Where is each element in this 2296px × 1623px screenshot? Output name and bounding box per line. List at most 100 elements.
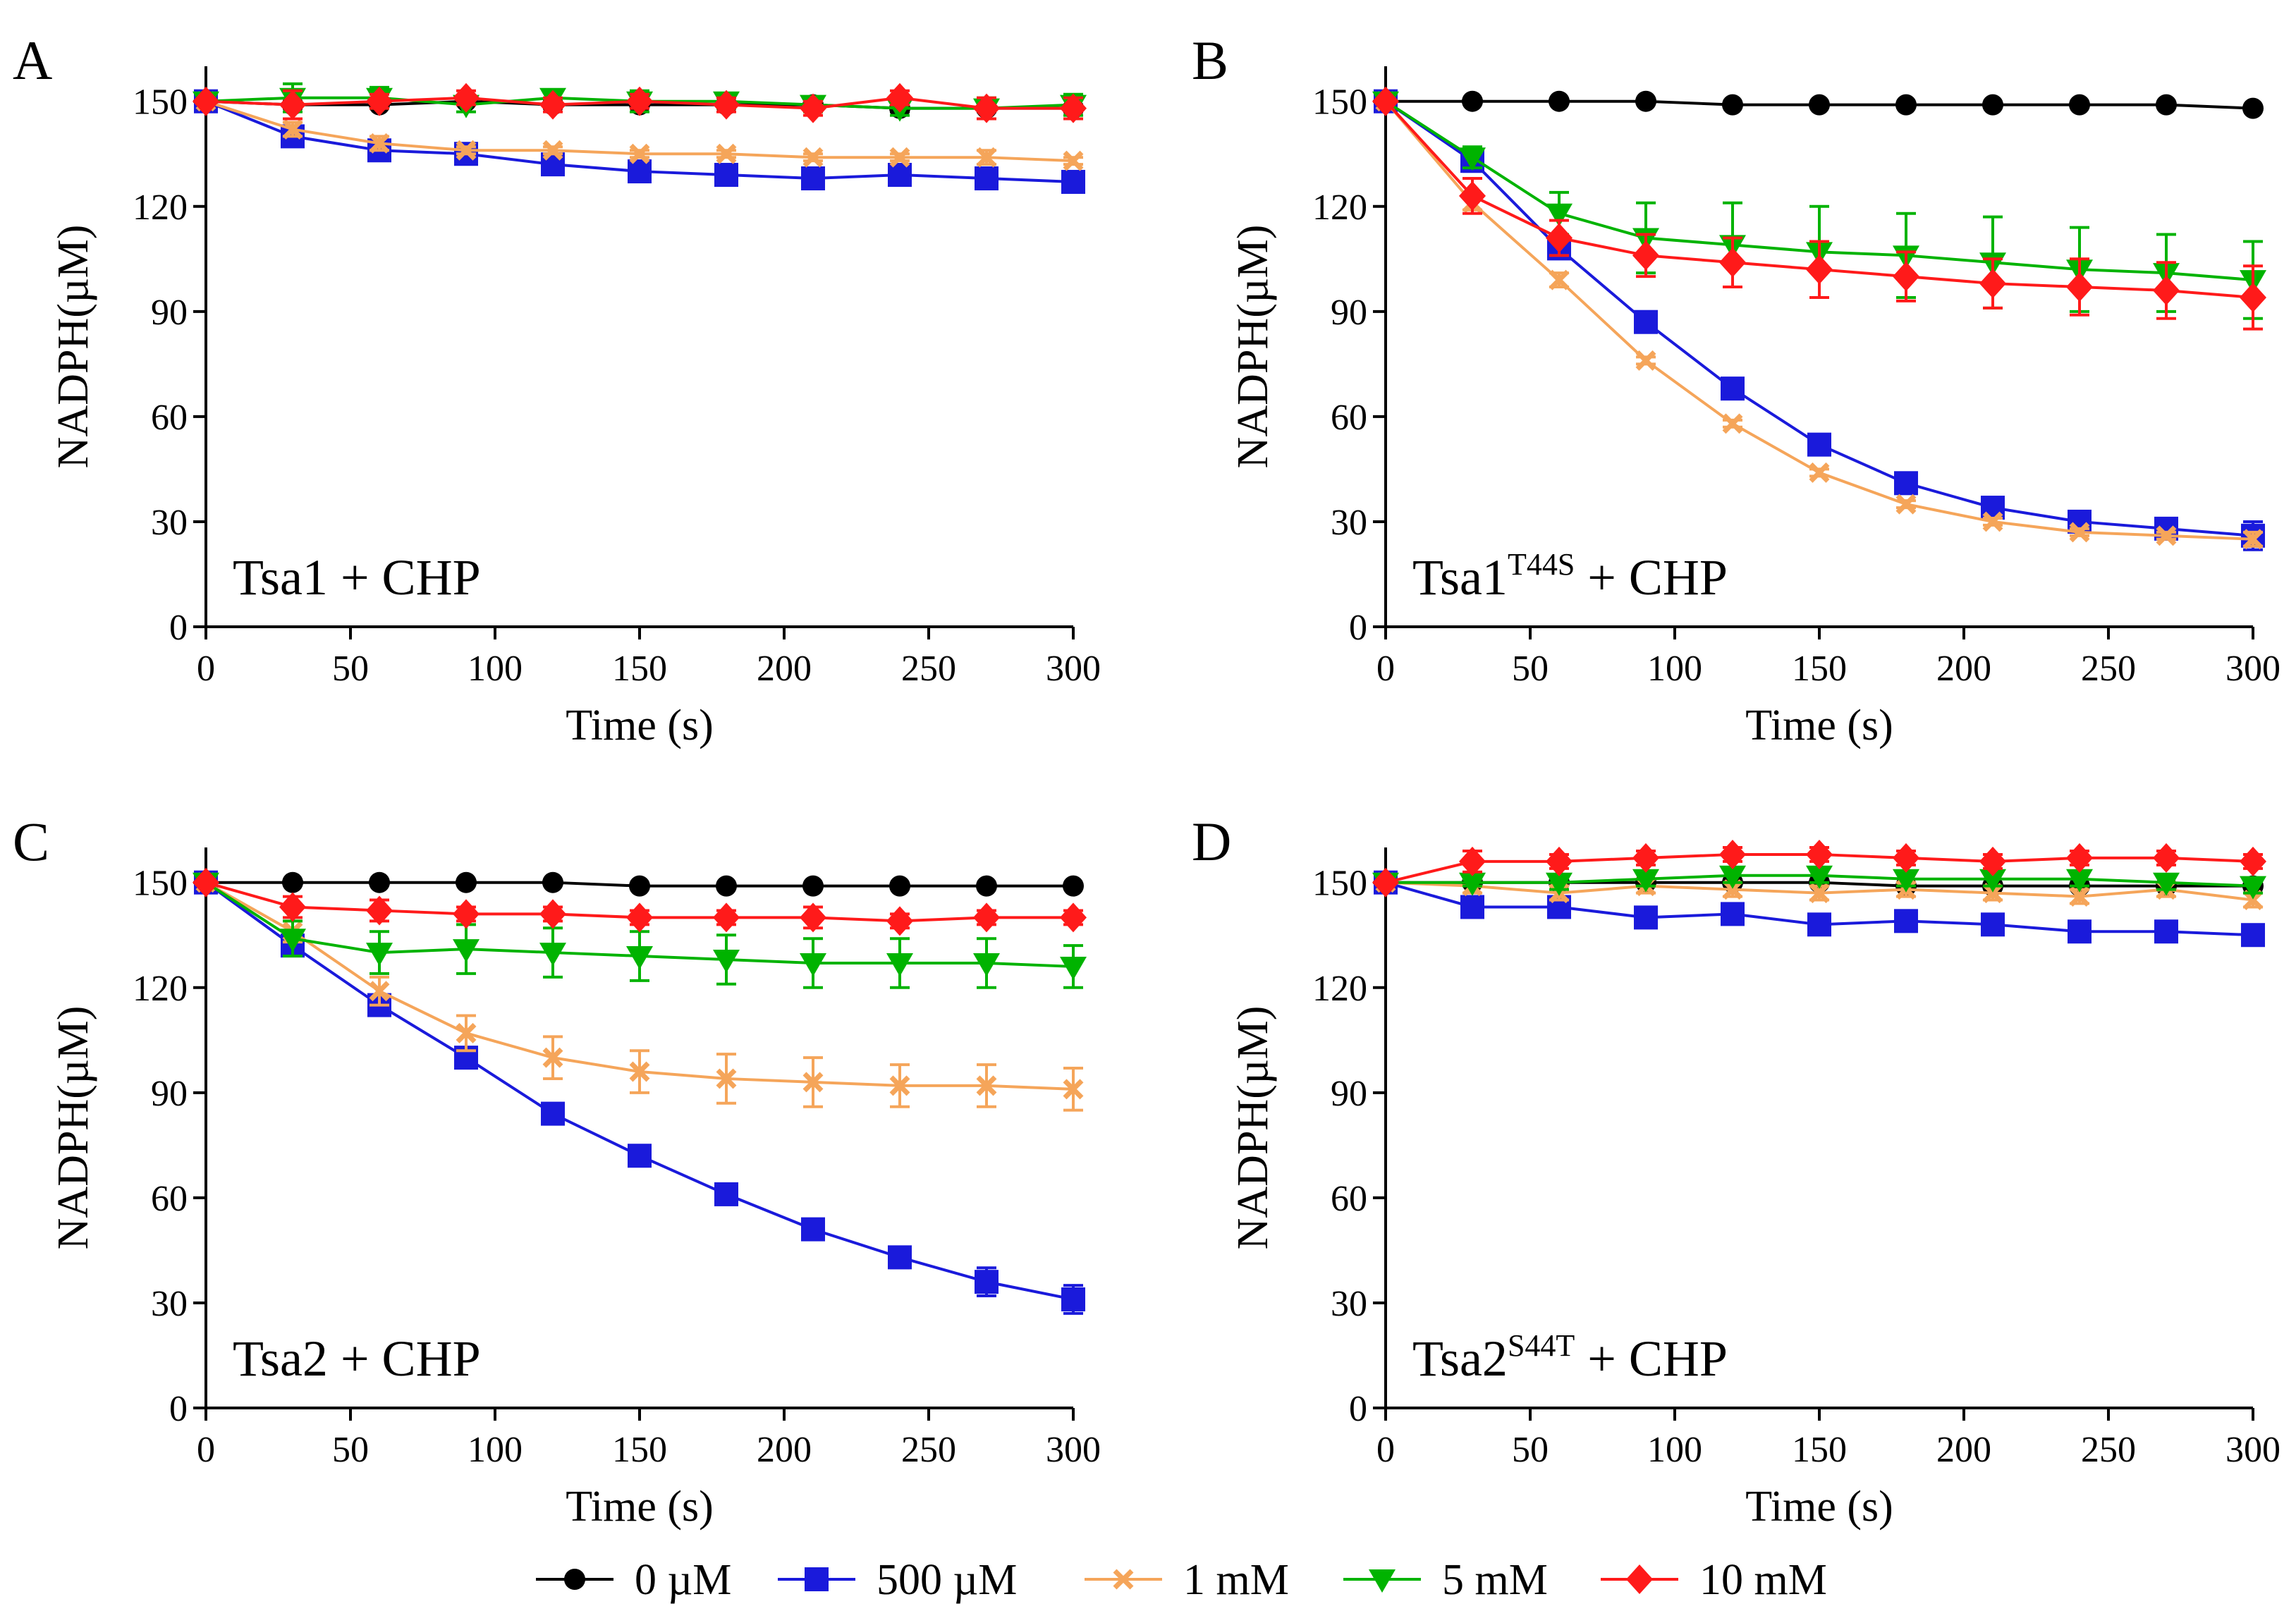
data-point	[1809, 462, 1830, 483]
chart-panel-d: 0 30 60 90 120 150 0 50 100 150 200 250 300 Time (s) N…	[1192, 811, 2280, 1531]
x-tick-label: 300	[2225, 1430, 2280, 1470]
data-point	[1459, 147, 1486, 171]
data-point	[279, 929, 306, 953]
legend-marker	[1113, 1569, 1134, 1590]
data-point	[279, 892, 306, 922]
y-tick-label: 120	[133, 969, 188, 1009]
data-point	[716, 875, 737, 897]
y-tick-label: 60	[151, 398, 188, 438]
y-tick-label: 0	[169, 1389, 188, 1429]
x-tick-label: 250	[2081, 649, 2136, 689]
y-axis-label: NADPH(µM)	[49, 1006, 97, 1250]
data-point	[975, 166, 999, 190]
data-point	[886, 953, 913, 976]
x-tick-label: 100	[1647, 649, 1702, 689]
data-point	[1893, 262, 1919, 292]
data-point	[2068, 919, 2092, 944]
legend-label: 500 µM	[877, 1556, 1017, 1604]
data-point	[714, 1182, 738, 1206]
series-s10	[1372, 86, 2266, 331]
data-point	[453, 899, 480, 929]
data-point	[1893, 843, 1919, 873]
data-point	[1979, 269, 2006, 299]
data-point	[713, 90, 740, 120]
data-point	[628, 1144, 652, 1168]
data-point	[802, 147, 824, 168]
data-point	[456, 871, 477, 893]
legend-marker	[805, 1567, 829, 1591]
data-point	[714, 163, 738, 188]
y-tick-label: 60	[1331, 398, 1367, 438]
panel-annotation: Tsa2 + CHP	[233, 1330, 481, 1387]
x-tick-label: 150	[612, 1430, 667, 1470]
x-tick-label: 50	[1512, 1430, 1549, 1470]
data-point	[1722, 413, 1743, 434]
data-point	[1549, 269, 1570, 290]
data-point	[1806, 255, 1833, 285]
y-tick-label: 120	[133, 188, 188, 228]
data-point	[2156, 525, 2177, 546]
series-s10	[193, 867, 1087, 936]
data-point	[802, 1072, 824, 1093]
panel-annotation: Tsa1 + CHP	[233, 549, 481, 606]
data-point	[2066, 869, 2093, 893]
y-tick-label: 120	[1312, 969, 1367, 1009]
data-point	[626, 86, 653, 116]
data-point	[2069, 886, 2090, 907]
x-tick-label: 50	[332, 649, 369, 689]
data-point	[1459, 872, 1486, 896]
data-point	[1634, 310, 1658, 334]
panel-annotation: Tsa2S44T + CHP	[1412, 1328, 1728, 1387]
data-point	[1982, 94, 2003, 116]
data-point	[1460, 895, 1484, 919]
data-point	[800, 953, 826, 976]
x-tick-label: 100	[468, 649, 523, 689]
data-point	[2069, 522, 2090, 543]
data-point	[716, 1068, 737, 1089]
series-s500	[1374, 89, 2265, 551]
data-point	[1635, 90, 1656, 112]
data-point	[1632, 240, 1659, 271]
y-tick-label: 30	[151, 1284, 188, 1324]
y-tick-label: 120	[1312, 188, 1367, 228]
data-point	[1809, 94, 1830, 116]
y-tick-label: 90	[1331, 293, 1367, 333]
chart-panel-a: 0 30 60 90 120 150 0 50 100 150 200 250 300 Time (s) N…	[13, 30, 1101, 749]
data-point	[1061, 169, 1085, 194]
y-tick-label: 150	[133, 864, 188, 904]
legend-marker	[564, 1569, 585, 1590]
data-point	[889, 875, 910, 897]
data-point	[539, 943, 566, 967]
series-s10	[1372, 839, 2266, 898]
data-point	[1546, 223, 1573, 253]
x-tick-label: 300	[1046, 1430, 1101, 1470]
panel-letter: C	[13, 811, 49, 872]
data-point	[2242, 97, 2264, 119]
legend-label: 1 mM	[1183, 1556, 1289, 1604]
data-point	[973, 902, 1000, 933]
data-point	[1721, 902, 1745, 926]
x-tick-label: 250	[901, 1430, 956, 1470]
data-point	[2154, 919, 2178, 944]
x-tick-label: 100	[1647, 1430, 1702, 1470]
data-point	[279, 90, 306, 120]
data-point	[282, 871, 303, 893]
x-tick-label: 150	[612, 649, 667, 689]
data-point	[800, 902, 826, 933]
data-point	[193, 867, 219, 898]
data-point	[2153, 843, 2180, 873]
data-point	[629, 875, 650, 897]
data-point	[1061, 1287, 1085, 1311]
x-tick-label: 300	[2225, 649, 2280, 689]
y-tick-label: 60	[151, 1179, 188, 1219]
chart-panel-c: 0 30 60 90 120 150 0 50 100 150 200 250 300 Time (s) N…	[13, 811, 1101, 1531]
legend-label: 10 mM	[1699, 1556, 1827, 1604]
data-point	[2066, 843, 2093, 873]
legend-marker	[1369, 1569, 1396, 1593]
data-point	[886, 82, 913, 113]
data-point	[1372, 867, 1399, 898]
data-point	[369, 981, 390, 1002]
data-point	[1895, 94, 1917, 116]
data-point	[889, 1075, 910, 1096]
data-point	[976, 147, 997, 168]
